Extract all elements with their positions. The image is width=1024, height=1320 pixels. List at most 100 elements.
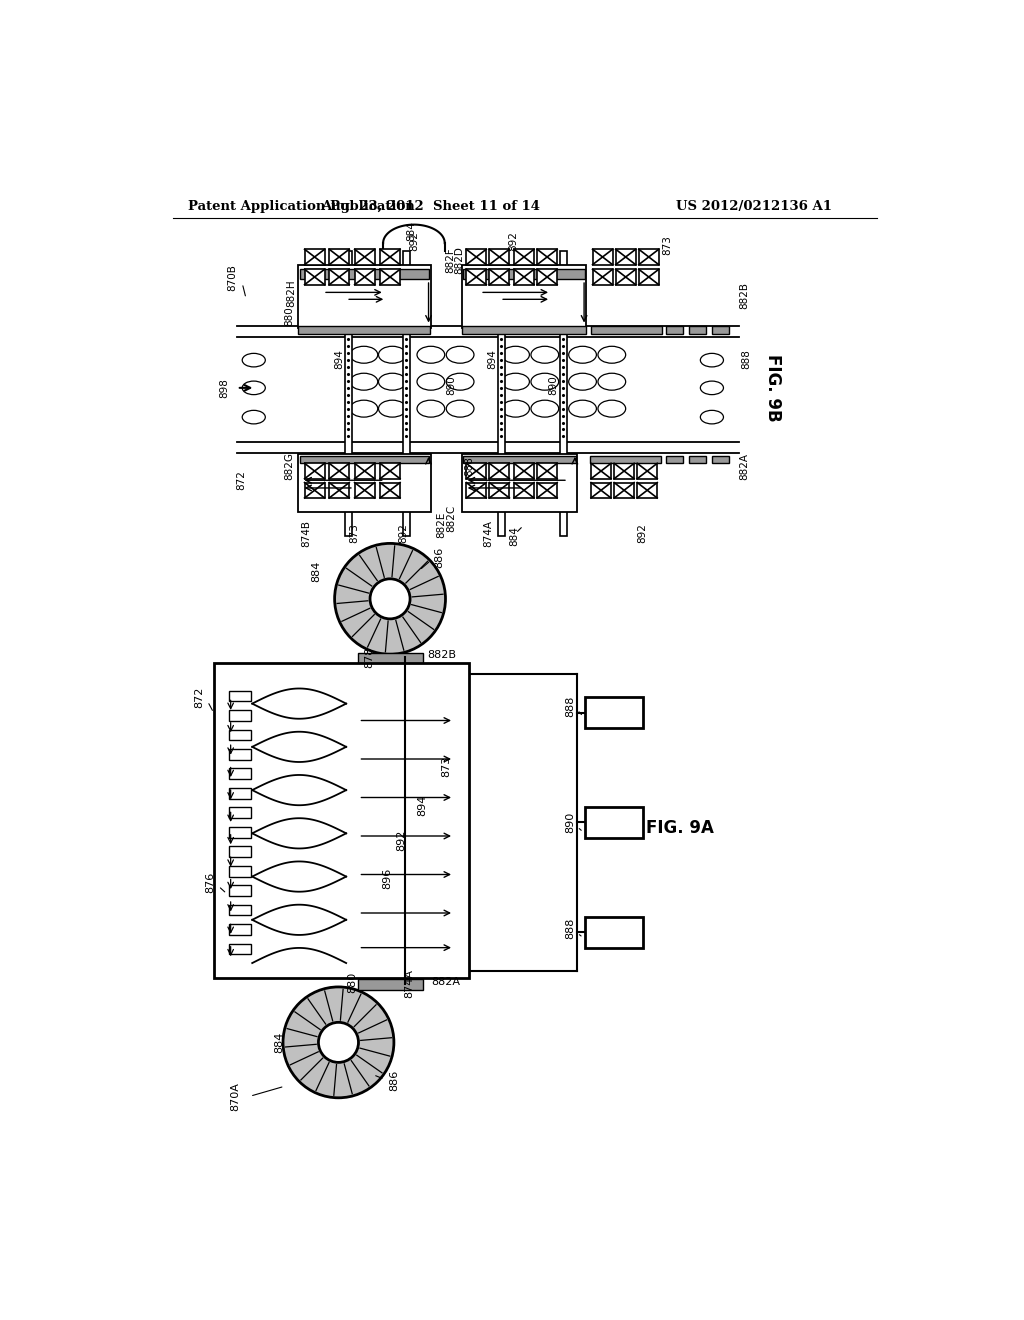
Bar xyxy=(593,249,612,264)
Bar xyxy=(614,463,634,479)
Text: 890: 890 xyxy=(549,376,559,396)
Circle shape xyxy=(318,1022,358,1063)
Bar xyxy=(380,269,400,285)
Bar xyxy=(229,690,251,701)
Text: 892: 892 xyxy=(638,524,647,544)
Bar xyxy=(585,807,643,838)
Text: 896: 896 xyxy=(382,867,392,888)
Bar xyxy=(304,269,325,285)
Bar xyxy=(380,483,400,498)
Bar xyxy=(229,730,251,741)
Bar xyxy=(585,697,643,729)
Bar xyxy=(466,269,486,285)
Bar xyxy=(229,924,251,935)
Text: 873: 873 xyxy=(441,756,451,777)
Text: 882F: 882F xyxy=(445,247,455,273)
Text: 888: 888 xyxy=(464,457,474,477)
Bar xyxy=(489,269,509,285)
Bar xyxy=(538,269,557,285)
Bar xyxy=(229,710,251,721)
Bar xyxy=(637,483,657,498)
Bar xyxy=(229,748,251,760)
Bar xyxy=(585,917,643,948)
Bar xyxy=(229,826,251,838)
Bar xyxy=(666,326,683,334)
Bar xyxy=(463,455,575,463)
Text: 892: 892 xyxy=(410,231,419,251)
Bar xyxy=(593,269,612,285)
Bar xyxy=(304,483,325,498)
Bar xyxy=(300,269,429,279)
Circle shape xyxy=(283,987,394,1098)
Text: 888: 888 xyxy=(565,917,575,939)
Text: 884: 884 xyxy=(509,525,519,545)
Text: FIG. 9B: FIG. 9B xyxy=(764,354,781,421)
Bar xyxy=(300,455,429,463)
Bar xyxy=(304,249,325,264)
Bar xyxy=(462,454,578,512)
Text: 888: 888 xyxy=(565,696,575,717)
Bar xyxy=(514,249,535,264)
Bar xyxy=(560,251,567,536)
Text: 882H: 882H xyxy=(286,280,296,308)
Text: 880: 880 xyxy=(285,306,295,326)
Text: 882G: 882G xyxy=(285,453,295,480)
Bar xyxy=(489,463,509,479)
Bar xyxy=(489,483,509,498)
Bar xyxy=(591,483,611,498)
Bar xyxy=(614,483,634,498)
Bar xyxy=(514,269,535,285)
Bar xyxy=(712,326,729,334)
Bar xyxy=(637,463,657,479)
Text: 882B: 882B xyxy=(427,649,456,660)
Bar xyxy=(298,326,430,334)
Bar xyxy=(298,264,431,327)
Circle shape xyxy=(335,544,445,655)
Bar xyxy=(466,249,486,264)
Bar xyxy=(639,249,658,264)
Text: 892: 892 xyxy=(398,524,409,544)
Bar xyxy=(514,483,535,498)
Bar xyxy=(229,808,251,818)
Text: 882A: 882A xyxy=(431,977,460,987)
Text: 894: 894 xyxy=(417,795,427,816)
Bar xyxy=(639,269,658,285)
Text: 886: 886 xyxy=(389,1071,399,1092)
Bar xyxy=(330,249,349,264)
Bar xyxy=(229,788,251,799)
Text: 873: 873 xyxy=(662,235,672,255)
Text: 882D: 882D xyxy=(455,246,464,275)
Bar xyxy=(463,269,585,279)
Bar xyxy=(304,463,325,479)
Bar xyxy=(330,269,349,285)
Bar xyxy=(354,483,375,498)
Text: 878: 878 xyxy=(365,647,374,668)
Text: 882C: 882C xyxy=(445,506,456,532)
Text: FIG. 9A: FIG. 9A xyxy=(646,820,715,837)
Bar xyxy=(403,251,410,536)
Bar xyxy=(354,463,375,479)
Bar xyxy=(466,463,486,479)
Bar xyxy=(462,326,587,334)
Bar xyxy=(345,251,352,536)
Bar xyxy=(380,249,400,264)
Circle shape xyxy=(370,579,410,619)
Text: 894: 894 xyxy=(335,348,345,368)
Text: Aug. 23, 2012  Sheet 11 of 14: Aug. 23, 2012 Sheet 11 of 14 xyxy=(322,199,541,213)
Text: 872: 872 xyxy=(237,470,246,490)
Bar xyxy=(214,663,469,978)
Bar xyxy=(229,866,251,876)
Text: US 2012/0212136 A1: US 2012/0212136 A1 xyxy=(676,199,833,213)
Bar xyxy=(229,904,251,916)
Text: 892: 892 xyxy=(508,231,518,251)
Text: 882A: 882A xyxy=(739,453,749,480)
Bar xyxy=(330,463,349,479)
Bar xyxy=(229,944,251,954)
Bar xyxy=(689,326,706,334)
Bar xyxy=(330,483,349,498)
Text: 882E: 882E xyxy=(436,512,445,539)
Bar xyxy=(466,483,486,498)
Text: 894: 894 xyxy=(487,348,497,368)
Bar xyxy=(538,463,557,479)
Bar xyxy=(357,653,423,664)
